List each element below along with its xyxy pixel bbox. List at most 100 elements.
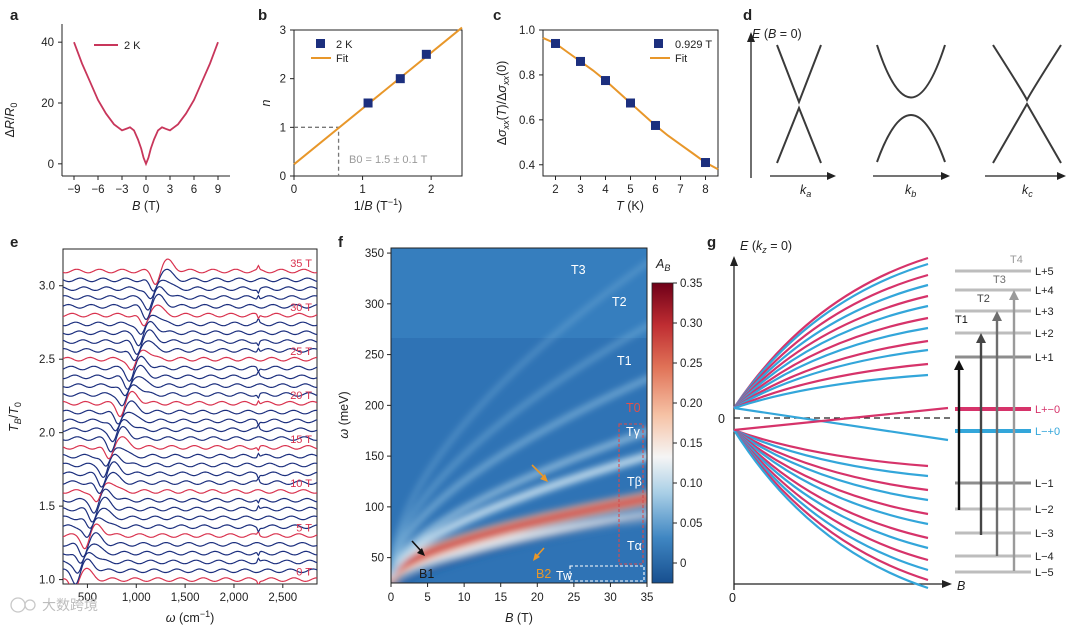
- e-spectrum-curve: [63, 471, 317, 495]
- g-level-label-zero-plus: L+−0: [1035, 404, 1060, 416]
- panel-letter-f: f: [338, 234, 344, 251]
- e-spectrum-curve: [63, 567, 317, 584]
- c-xtick-label: 5: [627, 184, 633, 196]
- e-spectrum-curve: [63, 376, 317, 397]
- f-xtick-label: 0: [388, 592, 394, 604]
- f-band-tgamma: [391, 428, 647, 577]
- f-xtick-label: 20: [531, 592, 544, 604]
- band-d-ka-lower: [776, 105, 822, 164]
- g-landau-level-down: [733, 429, 929, 550]
- e-spectrum-curve: [63, 293, 317, 321]
- legend-c-marker: [654, 39, 663, 48]
- e-spectrum-curve: [63, 425, 317, 453]
- e-ytick-label: 2.0: [39, 428, 55, 440]
- xlabel-a: B (T): [132, 199, 160, 213]
- g-level-label: L+3: [1035, 306, 1054, 318]
- g-landau-level-up: [733, 339, 929, 409]
- ylabel-a: ΔR/R0: [3, 103, 19, 138]
- e-field-label: 5 T: [296, 522, 312, 534]
- g-landau-level-up: [733, 316, 929, 409]
- g-landau-level-up: [733, 326, 929, 409]
- xlabel-c: T (K): [616, 199, 644, 213]
- b-ytick-label: 1: [280, 122, 286, 134]
- e-spectrum-curve: [63, 447, 317, 467]
- f-colorbar-label: 0.35: [680, 278, 702, 290]
- e-spectrum-curve: [63, 355, 317, 382]
- f-arrowhead-orange-2: [533, 553, 540, 561]
- legend-a-label: 2 K: [124, 40, 141, 52]
- panel-letter-e: e: [10, 234, 18, 251]
- f-ytick-label: 250: [365, 350, 384, 362]
- c-data-point: [701, 158, 710, 168]
- legend-c-label-1: 0.929 T: [675, 39, 712, 51]
- a-ytick-label: 40: [41, 37, 54, 49]
- c-data-point: [601, 76, 610, 86]
- e-field-label: 0 T: [296, 566, 312, 578]
- ylabel-b: n: [259, 99, 273, 106]
- g-level-label: L+4: [1035, 285, 1054, 297]
- f-arrow-orange-1: [531, 464, 546, 479]
- xlabel-g: B: [957, 579, 965, 593]
- f-label-talpha: Tα: [627, 539, 642, 553]
- e-spectrum-curve: [63, 552, 317, 574]
- a-xtick-label: 0: [143, 184, 149, 196]
- klabel-kb: kb: [905, 183, 916, 199]
- e-spectrum-curve: [63, 517, 317, 538]
- e-spectrum-curve: [63, 453, 317, 478]
- g-zero-level-plus: [733, 406, 949, 432]
- a-ytick-label: 20: [41, 98, 54, 110]
- c-xtick-label: 4: [602, 184, 609, 196]
- f-ytick-label: 300: [365, 299, 384, 311]
- g-landau-level-down: [733, 429, 929, 572]
- e-spectrum-curve: [63, 496, 317, 523]
- arrow-d-kb: [941, 172, 950, 180]
- f-colorbar-label: 0.15: [680, 438, 702, 450]
- panel-letter-g: g: [707, 234, 716, 251]
- arrow-d-kc: [1057, 172, 1066, 180]
- e-ytick-label: 1.0: [39, 575, 55, 587]
- f-dashed-box-white: [569, 565, 645, 582]
- g-landau-level-down: [733, 429, 929, 516]
- e-spectrum-curve: [63, 329, 317, 355]
- e-spectrum-curve: [63, 461, 317, 488]
- e-spectrum-curve: [63, 436, 317, 460]
- e-field-label: 15 T: [290, 434, 312, 446]
- a-xtick-label: 6: [191, 184, 197, 196]
- e-spectrum-curve: [63, 532, 317, 558]
- g-landau-level-up: [733, 262, 929, 409]
- e-spectrum-curve: [63, 558, 317, 584]
- arrow-g-energy: [730, 256, 738, 266]
- f-band-t1: [391, 375, 647, 575]
- ylabel-e: TB/T0: [7, 402, 23, 432]
- watermark-text: 大数跨境: [42, 597, 98, 613]
- e-spectrum-curve: [63, 400, 317, 425]
- e-xtick-label: 1,500: [171, 592, 200, 604]
- e-ytick-label: 3.0: [39, 281, 55, 293]
- g-zero-level-minus: [733, 406, 949, 442]
- f-colorbar-label: 0.20: [680, 398, 702, 410]
- xlabel-b: 1/B (T−1): [354, 197, 403, 213]
- f-label-t0: T0: [626, 401, 641, 415]
- g-zero-label: 0: [718, 412, 725, 426]
- a-xtick-label: −6: [91, 184, 104, 196]
- panel-g: g E (kz = 0) 0 0 B L+5 L+4 L+3 L+2 L+1 L−1 L−2…: [707, 234, 1060, 605]
- g-landau-level-down: [733, 429, 929, 562]
- b-data-point: [421, 49, 431, 59]
- panel-a: a −9 −6 −3 0 3 6 9 0 20 40 2 K ΔR/R0 B (T): [3, 7, 230, 213]
- g-landau-level-up: [733, 362, 929, 410]
- f-xtick-label: 30: [604, 592, 617, 604]
- f-xtick-label: 10: [458, 592, 471, 604]
- a-xtick-label: −3: [115, 184, 128, 196]
- e-spectrum-curve: [63, 286, 317, 311]
- a-xtick-label: 3: [167, 184, 173, 196]
- e-spectrum-curve: [63, 320, 317, 347]
- watermark: 大数跨境: [10, 597, 98, 613]
- f-label-t1: T1: [617, 354, 632, 368]
- e-spectrum-curve: [63, 482, 317, 503]
- panel-e: e 500 1,000 1,500 2,000 2,500 1.0 1.5 2.0 2.5 3.0…: [7, 234, 318, 625]
- e-xtick-label: 2,000: [220, 592, 249, 604]
- ylabel-c: Δσxx(T)/Δσxx(0): [495, 61, 511, 146]
- g-landau-level-up: [733, 283, 929, 409]
- c-ytick-label: 1.0: [519, 25, 535, 37]
